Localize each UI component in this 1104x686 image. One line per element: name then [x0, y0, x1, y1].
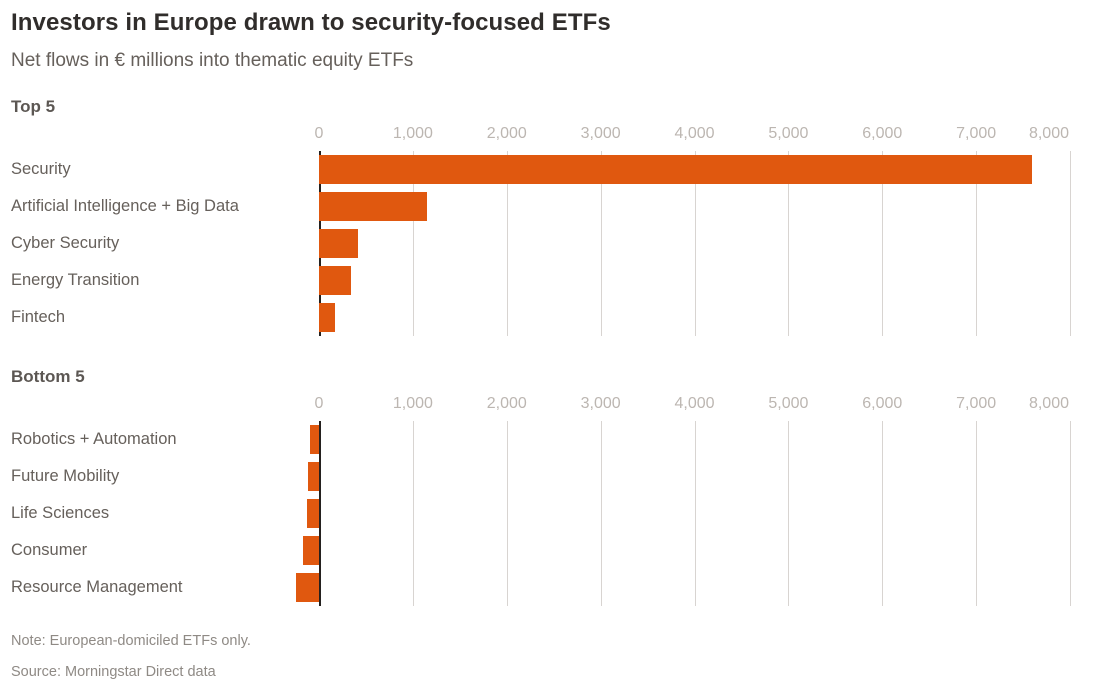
bar	[309, 425, 319, 454]
bar	[319, 192, 427, 221]
x-tick-label: 3,000	[580, 395, 621, 412]
bar-row	[295, 569, 1070, 606]
bar-row	[303, 532, 1070, 569]
x-tick-label: 4,000	[674, 125, 715, 142]
footer: Note: European-domiciled ETFs only. Sour…	[11, 633, 1104, 680]
x-axis: 0 1,000 2,000 3,000 4,000 5,000 6,000 7,000 8,00…	[315, 124, 1070, 151]
category-label: Consumer	[11, 541, 88, 559]
x-tick-label: 5,000	[768, 395, 809, 412]
bar	[319, 266, 351, 295]
gridline	[412, 421, 414, 606]
category-label: Security	[11, 160, 71, 178]
gridline	[882, 151, 884, 336]
bar-row	[319, 188, 1070, 225]
category-label: Energy Transition	[11, 271, 140, 289]
x-tick-label: 1,000	[392, 125, 433, 142]
category-label: Fintech	[11, 308, 66, 326]
x-axis: 0 1,000 2,000 3,000 4,000 5,000 6,000 7,000 8,00…	[315, 394, 1070, 421]
gridline	[600, 421, 602, 606]
x-tick-label: 8,000	[1028, 125, 1069, 142]
gridline	[1070, 151, 1071, 336]
x-tick-label: 2,000	[486, 125, 527, 142]
bar-row	[319, 262, 1070, 299]
x-tick-label: 8,000	[1028, 395, 1069, 412]
gridline	[506, 151, 508, 336]
gridline	[694, 421, 696, 606]
bar	[306, 499, 319, 528]
bar	[303, 536, 319, 565]
bar	[295, 573, 319, 602]
gridline	[506, 421, 508, 606]
note-text: Note: European-domiciled ETFs only.	[11, 633, 251, 649]
category-label: Future Mobility	[11, 467, 120, 485]
gridline	[976, 421, 978, 606]
source-text: Source: Morningstar Direct data	[11, 664, 216, 680]
bottom5-section: Bottom 5 0 1,000 2,000 3,000 4,000 5,000 6,000…	[11, 367, 1104, 606]
bar-row	[319, 151, 1070, 188]
top5-chart: 0 1,000 2,000 3,000 4,000 5,000 6,000 7,000 8,00…	[11, 124, 1104, 336]
chart-subtitle: Net flows in € millions into thematic eq…	[11, 50, 414, 71]
category-labels: Robotics + Automation Future Mobility Life…	[11, 421, 319, 606]
zero-axis-line	[319, 421, 321, 606]
x-tick-label: 1,000	[392, 395, 433, 412]
bar-row	[307, 458, 1070, 495]
category-label: Artificial Intelligence + Big Data	[11, 197, 239, 215]
x-tick-label: 6,000	[862, 395, 903, 412]
bar	[319, 155, 1033, 184]
plot-area	[319, 151, 1071, 336]
gridline	[788, 151, 790, 336]
gridline	[788, 421, 790, 606]
x-tick-label: 4,000	[674, 395, 715, 412]
gridline	[600, 151, 602, 336]
x-tick-label: 6,000	[862, 125, 903, 142]
category-label: Life Sciences	[11, 504, 110, 522]
x-tick-label: 0	[314, 125, 324, 142]
bar-row	[306, 495, 1070, 532]
category-labels: Security Artificial Intelligence + Big Da…	[11, 151, 319, 336]
gridline	[882, 421, 884, 606]
gridline	[694, 151, 696, 336]
section-header-top5: Top 5	[11, 97, 56, 116]
category-label: Cyber Security	[11, 234, 120, 252]
gridline	[976, 151, 978, 336]
x-tick-label: 7,000	[956, 395, 997, 412]
x-tick-label: 3,000	[580, 125, 621, 142]
section-header-bottom5: Bottom 5	[11, 367, 85, 386]
bar	[319, 229, 359, 258]
top5-section: Top 5 0 1,000 2,000 3,000 4,000 5,000 6,000 7,0…	[11, 97, 1104, 336]
bar-row	[309, 421, 1070, 458]
bar	[307, 462, 319, 491]
category-label: Resource Management	[11, 578, 183, 596]
bottom5-chart: 0 1,000 2,000 3,000 4,000 5,000 6,000 7,000 8,00…	[11, 394, 1104, 606]
gridline	[412, 151, 414, 336]
bar-row	[319, 299, 1070, 336]
chart-title: Investors in Europe drawn to security-fo…	[11, 9, 611, 36]
bar	[319, 303, 335, 332]
x-tick-label: 2,000	[486, 395, 527, 412]
category-label: Robotics + Automation	[11, 430, 177, 448]
gridline	[1070, 421, 1071, 606]
x-tick-label: 0	[314, 395, 324, 412]
x-tick-label: 5,000	[768, 125, 809, 142]
bar-row	[319, 225, 1070, 262]
x-tick-label: 7,000	[956, 125, 997, 142]
plot-area	[295, 421, 1071, 606]
